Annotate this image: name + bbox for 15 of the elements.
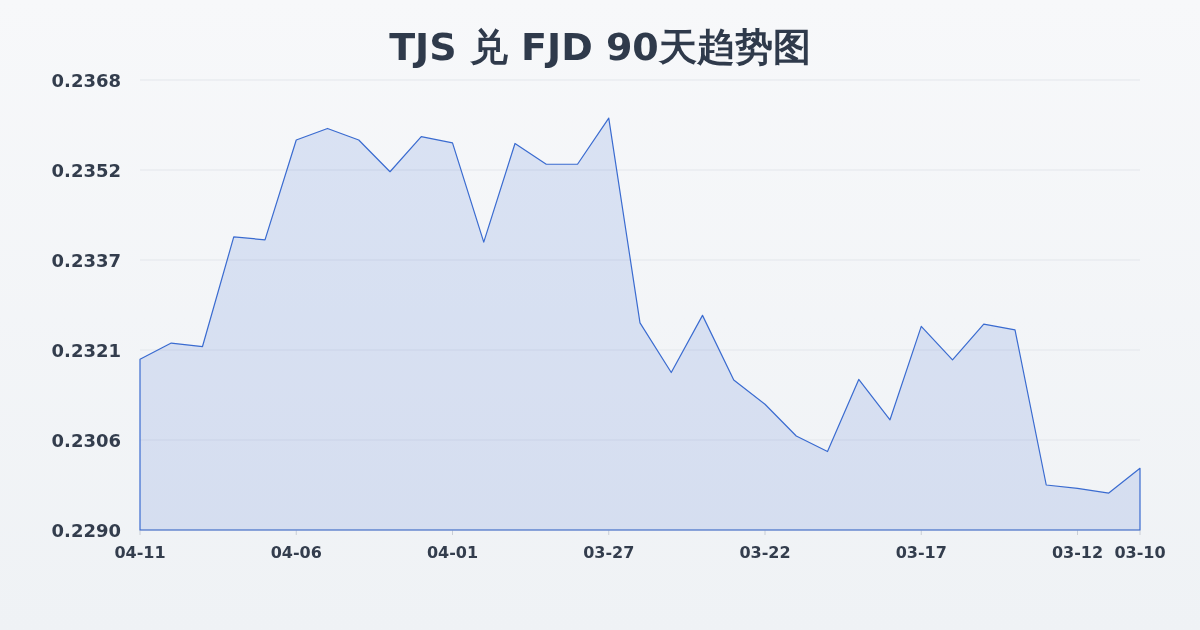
y-tick-label: 0.2290 xyxy=(51,520,121,541)
y-tick-label: 0.2321 xyxy=(51,340,121,361)
y-tick-label: 0.2368 xyxy=(51,70,121,91)
x-tick-label: 03-10 xyxy=(1114,543,1166,562)
x-tick-label: 04-01 xyxy=(426,543,479,562)
x-tick-label: 03-27 xyxy=(583,543,635,562)
x-tick-label: 04-06 xyxy=(270,543,322,562)
x-tick-label: 03-17 xyxy=(895,543,947,562)
x-tick-label: 03-12 xyxy=(1051,543,1104,562)
x-tick-label: 03-22 xyxy=(739,543,791,562)
y-tick-label: 0.2306 xyxy=(51,430,121,451)
x-tick-label: 04-11 xyxy=(114,543,166,562)
y-tick-label: 0.2337 xyxy=(51,250,121,271)
y-tick-label: 0.2352 xyxy=(51,160,121,181)
chart-title: TJS 兑 FJD 90天趋势图 xyxy=(389,25,811,69)
